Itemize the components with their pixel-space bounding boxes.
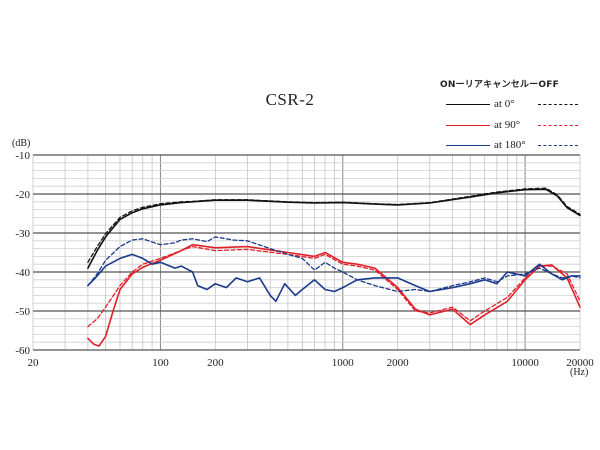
x-tick-label: 100	[152, 357, 169, 369]
chart-title: CSR-2	[265, 90, 315, 109]
x-gridlines	[32, 155, 581, 350]
series-lines	[87, 187, 581, 347]
x-tick-label: 1000	[332, 357, 355, 369]
legend-item-0: at 0°	[446, 98, 600, 111]
y-gridlines	[33, 154, 580, 351]
legend-dashed-swatch-0	[538, 104, 578, 105]
y-axis-unit-label: (dB)	[12, 138, 31, 149]
legend-solid-swatch-0	[446, 104, 490, 105]
legend-label-2: at 180°	[494, 139, 526, 151]
y-tick-labels: -10 -20 -30 -40 -50 -60	[15, 150, 30, 357]
x-axis-unit-label: (Hz)	[570, 367, 589, 378]
legend-header: ONーリアキャンセルーOFF	[440, 80, 559, 90]
x-tick-label: 200	[207, 357, 224, 369]
y-tick-label: -50	[15, 306, 30, 318]
y-tick-label: -10	[15, 150, 30, 162]
x-tick-label: 2000	[387, 357, 410, 369]
series-line-0-solid	[87, 188, 581, 269]
legend-item-1: at 90°	[446, 119, 600, 132]
series-line-2-solid	[87, 243, 581, 347]
x-tick-labels: 20 100 200 1000 2000 10000 20000	[28, 357, 595, 369]
y-tick-label: -60	[15, 345, 30, 357]
y-tick-label: -40	[15, 267, 30, 279]
legend-solid-swatch-2	[446, 145, 490, 146]
legend-label-1: at 90°	[494, 119, 521, 131]
x-tick-label: 20000	[566, 357, 594, 369]
legend-label-0: at 0°	[494, 98, 515, 110]
series-line-5-dashed	[87, 236, 581, 293]
x-tick-label: 10000	[511, 357, 539, 369]
legend-dashed-swatch-1	[538, 125, 578, 126]
series-line-1-dashed	[87, 187, 581, 263]
series-line-4-solid	[87, 253, 581, 303]
y-tick-label: -20	[15, 189, 30, 201]
y-tick-label: -30	[15, 228, 30, 240]
x-tick-label: 20	[28, 357, 40, 369]
series-line-3-dashed	[87, 245, 581, 328]
legend-solid-swatch-1	[446, 125, 490, 126]
legend-dashed-swatch-2	[538, 145, 578, 146]
legend-item-2: at 180°	[446, 139, 600, 152]
